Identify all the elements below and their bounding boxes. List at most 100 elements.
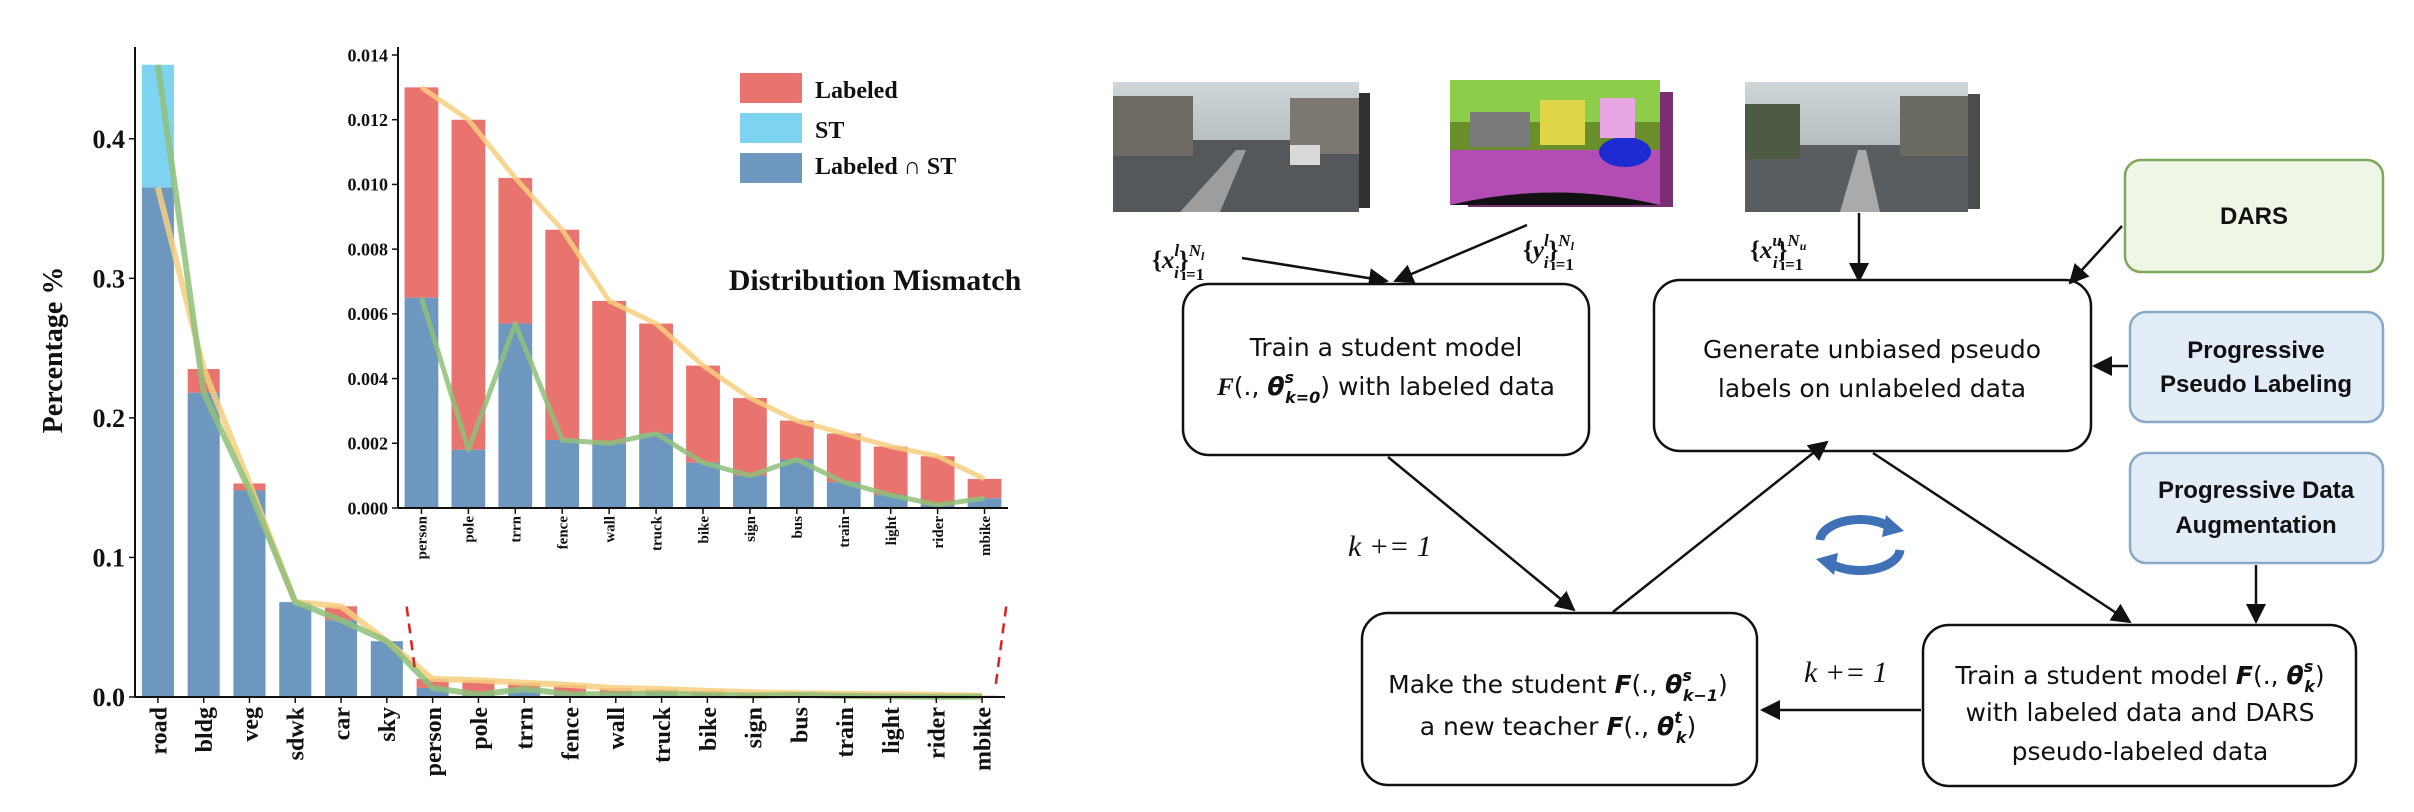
inset-x-tick-train: train [837,515,853,547]
inset-bar-intersect-fence [545,440,580,508]
legend-label-labeled: Labeled [815,78,898,104]
inset-labeled-curve [420,85,986,482]
inset-bar-labeled-person [404,87,439,298]
inset-y-tick-0.000: 0.000 [348,498,389,518]
k-increment-right: k += 1 [1804,656,1888,689]
inset-x-tick-rider: rider [931,516,947,549]
main-y-tick-0.2: 0.2 [93,404,126,433]
legend-label-st: ST [815,118,844,144]
main-bar-intersect-trrn [508,689,541,697]
inset-bar-intersect-truck [639,433,673,508]
main-x-tick-labels: road bldg veg sdwk car sky person pole trrn fence… [146,706,996,776]
inset-bar-intersect-pole [451,449,486,508]
svg-text:Progressive: Progressive [2187,337,2324,364]
svg-text:F(., θsk=0) with labeled data: F(., θs k=0) with labeled data [1216,368,1555,407]
main-y-tick-labels: 0.0 0.1 0.2 0.3 0.4 [93,125,126,712]
svg-text:DARS: DARS [2220,203,2288,230]
main-bar-intersect-bldg [187,392,220,697]
main-bar-labeled-trrn [508,682,541,690]
inset-bar-labeled-truck [639,323,673,434]
refresh-cycle-icon [1815,515,1905,575]
svg-text:Generate unbiased pseudo: Generate unbiased pseudo [1703,335,2041,364]
label-labeled-x: {xl i}Nl i=1 [1152,241,1205,284]
inset-bar-labeled-light [873,446,908,496]
inset-bars [404,87,1002,508]
inset-x-tick-sign: sign [743,515,759,542]
main-bar-intersect-person [416,687,449,697]
box-teacher: Make the student F(., θs k−1) a new teach… [1360,611,1759,787]
box-train-labeled: Train a student model F(., θs k=0) with l… [1181,282,1591,457]
main-x-tick-sdwk: sdwk [284,706,310,760]
inset-bar-labeled-wall [592,300,627,444]
main-st-curve [154,64,983,700]
main-bar-labeled-person [416,678,449,688]
inset-bar-labeled-trrn [498,177,533,324]
inset-bar-intersect-bike [686,462,720,508]
main-x-tick-sky: sky [375,707,401,742]
main-x-tick-fence: fence [558,707,584,761]
svg-text:{xli}Nli=1: {xl i}Nl i=1 [1152,241,1205,284]
main-x-tick-bus: bus [787,707,813,743]
svg-text:Pseudo Labeling: Pseudo Labeling [2160,371,2352,398]
arrow-dars-to-generate [2068,225,2123,285]
label-labeled-y: {yl i}Nl i=1 [1523,231,1575,274]
inset-x-tick-person: person [415,515,431,559]
inset-bar-labeled-fence [545,229,580,441]
main-x-tick-road: road [146,706,172,754]
main-x-tick-truck: truck [650,706,676,763]
inset-y-tick-0.002: 0.002 [348,434,389,454]
main-x-tick-train: train [833,707,859,758]
main-bar-labeled-wall [599,688,632,695]
inset-bar-labeled-bus [779,420,814,460]
inset-x-tick-trrn: trrn [509,515,525,542]
inset-st-curve [419,296,985,508]
k-increment-left: k += 1 [1348,530,1432,563]
svg-text:{xui}Nui=1: {xu i}Nu i=1 [1750,231,1807,274]
main-x-tick-sign: sign [742,707,768,748]
inset-bar-intersect-wall [592,443,627,508]
inset-y-tick-0.010: 0.010 [348,175,389,195]
box-dars: DARS [2123,158,2385,274]
inset-x-tick-mbike: mbike [978,516,994,556]
inset-x-tick-wall: wall [602,516,618,543]
main-bar-chart: road bldg veg sdwk car sky person pole trrn fence… [38,47,1005,776]
svg-text:Train a student model F(., θsk: Train a student model F(., θs k) [1954,657,2324,696]
main-axes [129,47,1005,703]
inset-y-tick-0.006: 0.006 [348,304,389,324]
main-x-tick-bldg: bldg [192,707,218,752]
inset-bar-intersect-sign [733,475,767,508]
main-bars [141,64,999,697]
inset-bar-labeled-bike [686,365,720,463]
inset-x-tick-bus: bus [790,516,806,539]
arrow-x-to-train [1241,256,1389,289]
main-curves [154,64,983,700]
main-x-tick-mbike: mbike [971,707,997,771]
main-x-tick-rider: rider [925,707,951,759]
inset-x-tick-bike: bike [696,516,712,544]
arrow-train-to-teacher [1387,456,1576,612]
arrow-generate-to-train [1872,451,2132,624]
y-axis-label: Percentage % [38,267,69,434]
inset-bar-intersect-mbike [967,498,1002,508]
box-generate: Generate unbiased pseudo labels on unlab… [1652,278,2093,453]
label-unlabeled-x: {xu i}Nu i=1 [1750,231,1807,274]
box-progressive-pseudo: Progressive Pseudo Labeling [2128,310,2385,424]
inset-x-tick-labels: person pole trrn fence wall truck bike sign bus t… [415,515,994,559]
main-x-tick-car: car [329,707,355,741]
labeled-masks-thumbnail [1450,80,1673,207]
svg-text:a new teacher F(., θtk): a new teacher F(., θt k) [1420,708,1697,747]
main-x-tick-bike: bike [696,707,722,751]
legend-swatch-st [740,113,802,143]
svg-text:{yli}Nli=1: {yl i}Nl i=1 [1523,231,1575,274]
svg-text:Make the student F(., θsk−1): Make the student F(., θs k−1) [1388,666,1728,705]
main-x-tick-wall: wall [604,707,630,750]
inset-y-tick-labels: 0.000 0.002 0.004 0.006 0.008 0.010 0.012 0.014 [348,45,389,518]
box-progressive-aug: Progressive Data Augmentation [2128,451,2385,565]
inset-x-tick-pole: pole [462,516,478,543]
inset-annotation: Distribution Mismatch [729,264,1022,297]
legend: Labeled ST Labeled ∩ ST [740,73,956,183]
main-x-tick-light: light [879,707,905,754]
inset-curves [419,85,986,508]
